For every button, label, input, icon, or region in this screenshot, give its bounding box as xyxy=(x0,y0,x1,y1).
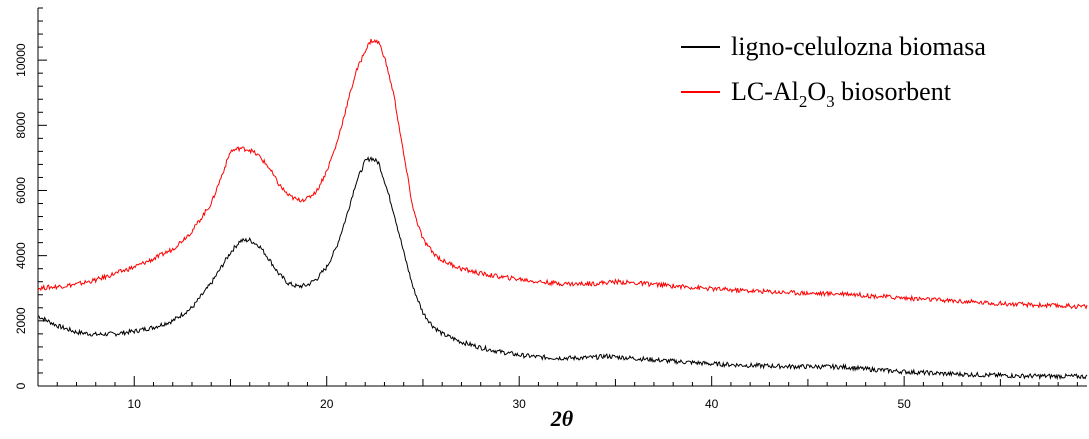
y-tick-label: 0 xyxy=(14,382,28,389)
legend-text-part: LC-Al xyxy=(731,77,799,106)
x-tick-label: 40 xyxy=(705,397,719,411)
legend-subscript: 3 xyxy=(826,92,835,111)
series-line-2 xyxy=(37,38,1088,310)
series-line-1 xyxy=(37,156,1088,381)
y-tick-label: 10000 xyxy=(14,43,28,77)
legend-label-2: LC-Al2O3 biosorbent xyxy=(731,77,952,111)
x-axis-label: 2θ xyxy=(550,406,574,431)
y-tick-label: 8000 xyxy=(14,112,28,139)
legend-text-part: biosorbent xyxy=(835,77,952,106)
legend: ligno-celulozna biomasa LC-Al2O3 biosorbe… xyxy=(681,32,986,111)
legend-label-1: ligno-celulozna biomasa xyxy=(731,32,986,61)
x-tick-label: 20 xyxy=(320,397,334,411)
legend-text-part: O xyxy=(807,77,826,106)
y-tick-label: 4000 xyxy=(14,242,28,269)
axes-layer: 0 2000 4000 6000 8000 10000 10 20 30 40 50 xyxy=(14,7,1087,411)
legend-subscript: 2 xyxy=(799,92,808,111)
x-tick-label: 50 xyxy=(897,397,911,411)
y-tick-label: 2000 xyxy=(14,307,28,334)
legend-text-part: ligno-celulozna biomasa xyxy=(731,32,986,61)
x-tick-label: 10 xyxy=(128,397,142,411)
y-tick-label: 6000 xyxy=(14,177,28,204)
x-tick-label: 30 xyxy=(513,397,527,411)
series-layer xyxy=(37,38,1088,381)
